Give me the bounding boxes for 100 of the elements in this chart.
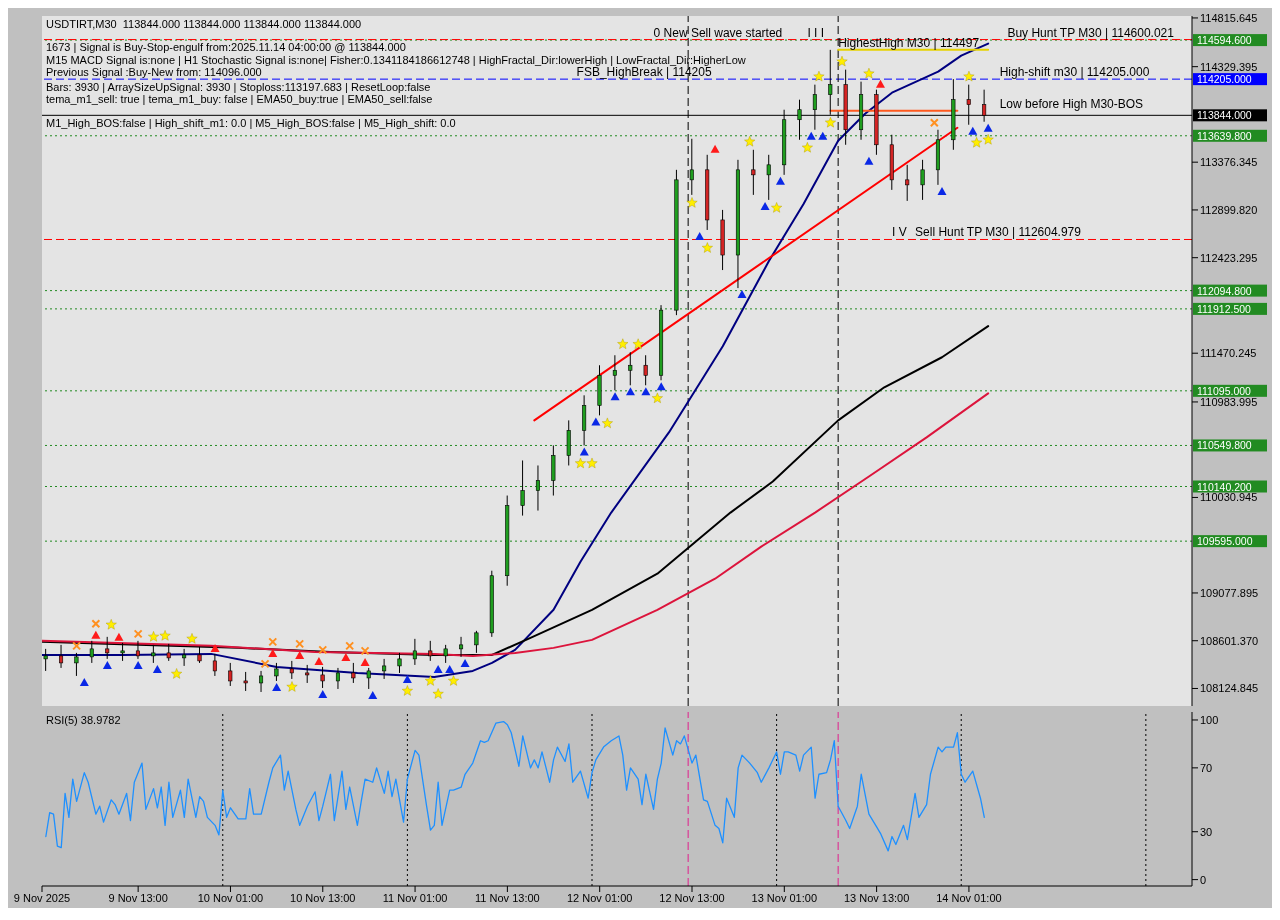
point xyxy=(863,67,875,79)
ref-line-label: 111095.000 xyxy=(1197,384,1252,397)
candlestick xyxy=(59,644,64,669)
point xyxy=(864,156,874,165)
candlestick xyxy=(305,664,310,684)
x-tick-label: 10 Nov 13:00 xyxy=(290,891,356,904)
point xyxy=(341,652,351,661)
point xyxy=(710,144,720,153)
point xyxy=(102,660,112,669)
point xyxy=(402,674,412,683)
point xyxy=(433,664,443,673)
y-tick-label: 110983.995 xyxy=(1200,395,1258,408)
point xyxy=(651,392,663,403)
candlestick xyxy=(751,149,756,196)
annotation: Bars: 3930 | ArraySizeUpSignal: 3930 | Stoploss:113197.683 | ResetLoop:false xyxy=(46,80,431,94)
point xyxy=(963,70,975,82)
candlestick xyxy=(243,671,248,692)
ref-line-label: 110549.800 xyxy=(1197,439,1252,452)
annotation: I V xyxy=(892,225,907,240)
point xyxy=(159,630,171,641)
annotation: Buy Hunt TP M30 | 114600.021 xyxy=(1007,25,1175,40)
candlestick xyxy=(920,159,925,201)
candlestick xyxy=(459,636,464,658)
point xyxy=(105,619,117,630)
ref-line-label: 114205.000 xyxy=(1197,73,1252,86)
point xyxy=(79,677,89,686)
candlestick xyxy=(520,459,525,517)
x-tick-label: 9 Nov 13:00 xyxy=(108,891,168,904)
annotation: tema_m1_sell: true | tema_m1_buy: false | EMA50_buy:true | EMA50_sell:false xyxy=(46,93,433,106)
candlestick xyxy=(274,662,279,682)
point xyxy=(268,637,278,647)
point xyxy=(617,338,629,349)
annotation: M1_High_BOS:false | High_shift_m1: 0.0 | M5_High_BOS:false | M5_High_shift: 0.0 xyxy=(46,116,456,130)
point xyxy=(272,682,282,691)
candlestick xyxy=(766,154,771,201)
candlestick xyxy=(351,662,356,684)
point xyxy=(701,242,713,253)
y-tick-label: 70 xyxy=(1200,761,1213,774)
point xyxy=(818,131,828,140)
x-tick-label: 10 Nov 01:00 xyxy=(197,891,264,904)
x-tick-label: 13 Nov 13:00 xyxy=(843,891,910,904)
point xyxy=(295,639,305,649)
candlestick xyxy=(366,667,371,690)
annotation: High-shift m30 | 114205.000 xyxy=(999,65,1150,80)
candlestick xyxy=(382,658,387,680)
point xyxy=(737,290,747,299)
candlestick xyxy=(335,667,340,690)
chart-title: USDTIRT,M30 113844.000 113844.000 113844.000 113844.000 xyxy=(46,18,362,31)
annotation: 0 New Sell wave started xyxy=(653,25,783,40)
point xyxy=(72,641,82,651)
point xyxy=(171,668,183,679)
point xyxy=(345,641,355,651)
point xyxy=(775,176,785,185)
point xyxy=(133,629,143,639)
candlestick xyxy=(43,648,48,672)
point xyxy=(575,457,586,469)
ref-line-label: 112094.800 xyxy=(1197,284,1252,297)
candlestick xyxy=(212,653,217,677)
y-tick-label: 109077.895 xyxy=(1200,586,1259,599)
point xyxy=(937,186,947,195)
ref-line-label: 110140.200 xyxy=(1197,480,1252,493)
point xyxy=(625,387,635,396)
point xyxy=(148,631,159,642)
candlestick xyxy=(74,652,79,677)
point xyxy=(114,632,124,641)
x-tick-label: 11 Nov 13:00 xyxy=(475,891,540,904)
annotation: Sell Hunt TP M30 | 112604.979 xyxy=(915,225,1082,240)
point xyxy=(813,70,825,82)
y-tick-label: 110030.945 xyxy=(1200,491,1258,504)
point xyxy=(260,659,270,669)
point xyxy=(152,664,162,673)
point xyxy=(295,650,305,659)
point xyxy=(91,630,101,639)
y-tick-label: 112899.820 xyxy=(1200,203,1258,216)
candlestick xyxy=(535,464,540,512)
point xyxy=(318,645,328,655)
point xyxy=(360,657,370,666)
y-tick-label: 108601.370 xyxy=(1200,634,1259,647)
y-tick-label: 108124.845 xyxy=(1200,682,1259,695)
y-tick-label: 114329.395 xyxy=(1200,60,1258,73)
x-tick-label: 9 Nov 2025 xyxy=(13,891,71,904)
annotation: Previous Signal :Buy-New from: 114096.000 xyxy=(46,66,262,79)
point xyxy=(448,675,459,686)
point xyxy=(586,457,598,469)
point xyxy=(368,690,378,699)
point xyxy=(186,633,198,644)
candlestick xyxy=(182,648,187,667)
point xyxy=(268,648,278,657)
line-series xyxy=(42,392,990,657)
point xyxy=(601,417,613,429)
annotation: Low before High M30-BOS xyxy=(999,96,1144,111)
annotation: M15 MACD Signal is:none | H1 Stochastic Signal is:none| Fisher:0.1341184186612748 | HighFractal_Dir:lowerHigh | LowFractal_Dir:HigherLow xyxy=(46,53,746,67)
x-tick-label: 13 Nov 01:00 xyxy=(751,891,818,904)
point xyxy=(210,643,220,652)
point xyxy=(971,137,983,148)
point xyxy=(825,117,836,128)
point xyxy=(875,79,885,88)
annotation: FSB_HighBreak | 114205 xyxy=(576,65,712,80)
point xyxy=(632,338,644,349)
y-tick-label: 0 xyxy=(1200,873,1207,886)
